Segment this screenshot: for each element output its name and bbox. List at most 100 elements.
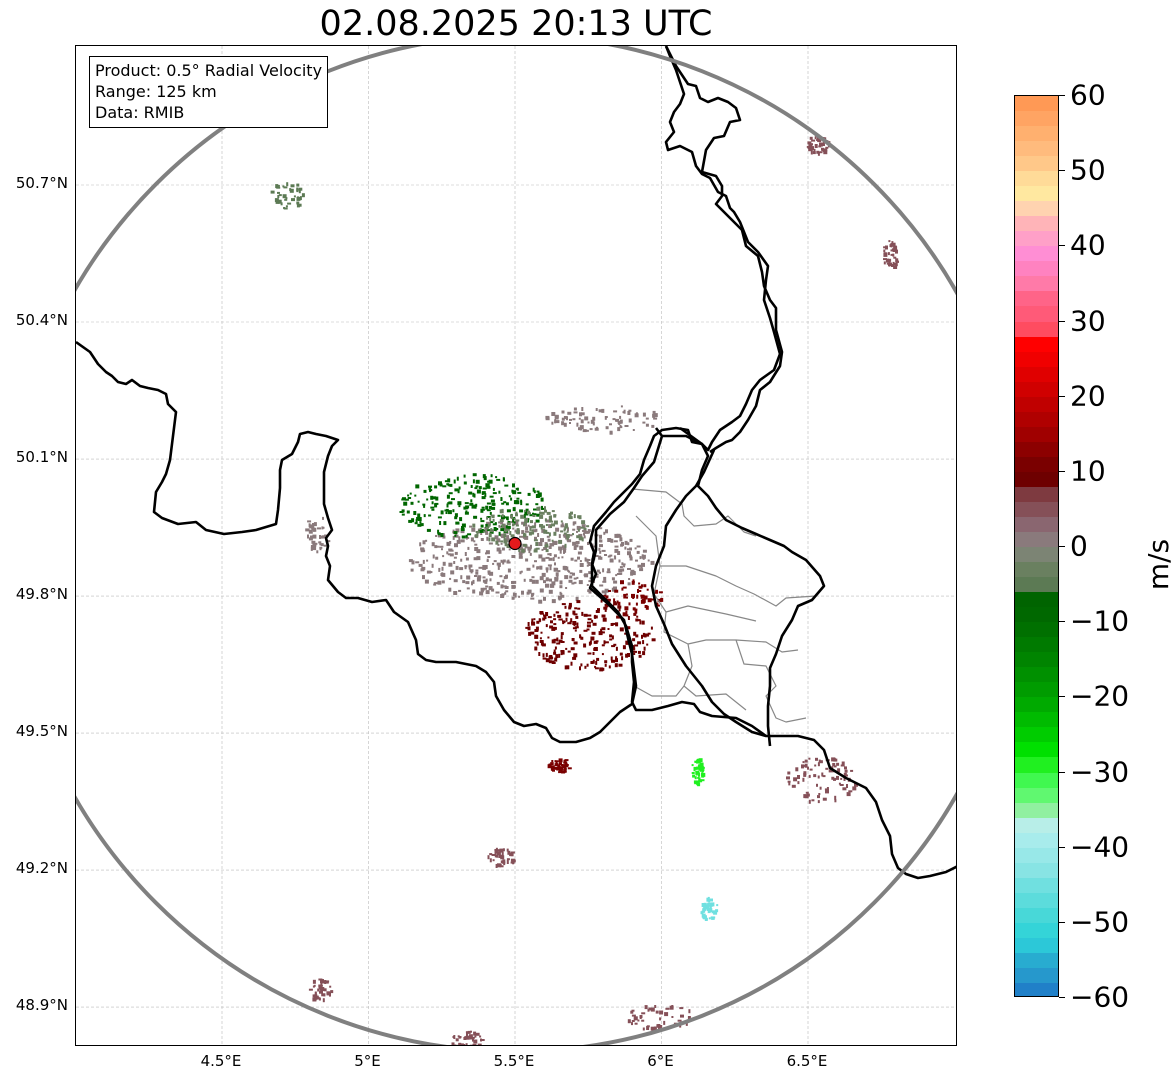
colorbar-segment [1015, 336, 1058, 353]
lon-tick-label: 6.5°E [786, 1052, 828, 1070]
colorbar-segment [1015, 306, 1058, 322]
colorbar-tick-label: −20 [1070, 679, 1130, 713]
echo-central-grey-green [472, 506, 590, 553]
data-source-label: Data: RMIB [95, 103, 185, 122]
colorbar-segment [1015, 201, 1058, 217]
colorbar-segment [1015, 922, 1058, 939]
colorbar-segment [1015, 486, 1058, 503]
lon-tick-label: 6°E [647, 1052, 674, 1070]
lat-tick-label: 50.1°N [15, 448, 68, 467]
colorbar-segment [1015, 937, 1058, 954]
radar-site-marker[interactable] [508, 536, 522, 551]
echo-central-zero [408, 519, 655, 604]
colorbar-tick-mark [1059, 320, 1065, 322]
colorbar-tick-label: −40 [1070, 830, 1130, 864]
lon-tick-label: 5°E [354, 1052, 381, 1070]
echo-south-cell-3 [451, 1030, 485, 1045]
echo-southeast-outbound [525, 598, 656, 672]
echo-south-cell-2 [487, 847, 516, 868]
colorbar-segment [1015, 712, 1058, 728]
colorbar-tick-label: 10 [1070, 454, 1106, 488]
colorbar-segment [1015, 276, 1058, 292]
colorbar-segment [1015, 727, 1058, 743]
colorbar-segment [1015, 877, 1058, 894]
colorbar-tick-mark [1059, 696, 1065, 698]
echo-northeast-cell-2 [806, 136, 831, 156]
echo-south-cell-1 [547, 758, 572, 774]
colorbar-segment [1015, 141, 1058, 157]
echo-south-cell-4 [627, 1005, 691, 1031]
colorbar-segment [1015, 186, 1058, 202]
lat-tick-label: 49.5°N [15, 722, 68, 741]
colorbar-tick-label: 20 [1070, 379, 1106, 413]
echo-southwest-cell [308, 978, 334, 1003]
product-info-box: Product: 0.5° Radial Velocity Range: 125… [89, 56, 329, 128]
colorbar-segment [1015, 531, 1058, 548]
colorbar-tick-label: 60 [1070, 78, 1106, 112]
echo-northwest-cell [270, 182, 305, 210]
colorbar-tick-mark [1059, 997, 1065, 998]
germany-border [650, 46, 956, 880]
colorbar-tick-mark [1059, 470, 1065, 472]
colorbar-tick-mark [1059, 621, 1065, 623]
lat-tick-label: 49.2°N [15, 859, 68, 878]
radar-echoes [270, 136, 899, 1045]
colorbar-unit: m/s [1142, 538, 1171, 591]
lon-tick-label: 5.5°E [493, 1052, 535, 1070]
colorbar-tick-label: 40 [1070, 228, 1106, 262]
colorbar-segment [1015, 967, 1058, 984]
colorbar-segment [1015, 246, 1058, 262]
colorbar-segment [1015, 456, 1058, 473]
colorbar-segment [1015, 832, 1058, 849]
colorbar-segment [1015, 261, 1058, 277]
colorbar-segment [1015, 366, 1058, 383]
colorbar-segment [1015, 817, 1058, 834]
colorbar-tick-label: −10 [1070, 604, 1130, 638]
colorbar-segment [1015, 697, 1058, 713]
colorbar-tick-label: −60 [1070, 980, 1130, 1014]
colorbar-segment [1015, 351, 1058, 368]
colorbar-tick-label: −30 [1070, 755, 1130, 788]
colorbar-segment [1015, 96, 1058, 112]
colorbar-tick-mark [1059, 395, 1065, 397]
product-label: Product: 0.5° Radial Velocity [95, 61, 323, 80]
colorbar-tick-label: 0 [1070, 529, 1088, 563]
borders [76, 46, 956, 880]
colorbar-tick-label: 30 [1070, 304, 1106, 337]
colorbar-segment [1015, 126, 1058, 142]
range-label: Range: 125 km [95, 82, 217, 101]
echo-east-green-cell [691, 758, 706, 787]
map-canvas[interactable] [76, 46, 957, 1046]
colorbar-segment [1015, 562, 1058, 578]
colorbar-segment [1015, 847, 1058, 864]
colorbar-segment [1015, 231, 1058, 247]
colorbar-segment [1015, 471, 1058, 488]
graticule [76, 46, 956, 1045]
colorbar-segment [1015, 742, 1058, 758]
colorbar-segment [1015, 652, 1058, 668]
colorbar-segment [1015, 411, 1058, 428]
colorbar-segment [1015, 426, 1058, 443]
colorbar-segment [1015, 622, 1058, 638]
colorbar-segment [1015, 216, 1058, 232]
colorbar-segment [1015, 667, 1058, 683]
colorbar-segment [1015, 381, 1058, 398]
colorbar-tick-mark [1059, 921, 1065, 923]
country-borders [76, 46, 782, 744]
colorbar-segment [1015, 156, 1058, 172]
colorbar-segment [1015, 982, 1058, 996]
radar-map[interactable] [75, 45, 957, 1046]
echo-west-edge [305, 516, 331, 554]
map-title: 02.08.2025 20:13 UTC [319, 4, 713, 44]
echo-southeast-cell [786, 757, 858, 804]
colorbar-tick-label: 50 [1070, 153, 1106, 187]
echo-northeast-cell [883, 240, 899, 269]
echo-central-neg-green [399, 473, 546, 539]
echo-north-band [545, 405, 658, 435]
colorbar-segment [1015, 607, 1058, 623]
colorbar-segment [1015, 787, 1058, 804]
canton-borders [631, 488, 817, 723]
colorbar-segment [1015, 862, 1058, 879]
colorbar-segment [1015, 111, 1058, 127]
colorbar-segment [1015, 682, 1058, 698]
